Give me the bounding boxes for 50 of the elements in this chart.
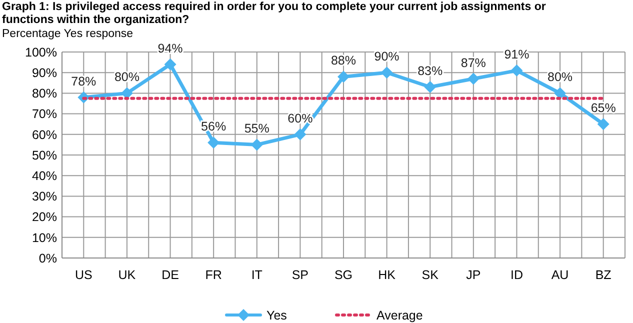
data-label: 88%	[330, 54, 356, 68]
y-tick-label: 20%	[32, 210, 57, 224]
x-tick-label: UK	[118, 268, 136, 282]
y-tick-label: 40%	[32, 168, 57, 183]
data-label: 55%	[244, 122, 270, 136]
point	[510, 64, 523, 77]
y-tick-label: 60%	[32, 128, 57, 142]
data-label: 78%	[71, 74, 96, 88]
x-tick-label: DE	[162, 268, 179, 282]
x-tick-label: US	[74, 268, 92, 282]
y-tick-label: 80%	[32, 86, 57, 101]
x-tick-label: FR	[205, 268, 222, 282]
point	[554, 87, 566, 100]
y-tick-label: 50%	[32, 148, 57, 162]
point	[294, 128, 306, 140]
point	[597, 118, 610, 130]
point	[250, 138, 263, 151]
y-tick-label: 100%	[25, 45, 57, 60]
x-tick-label: ID	[510, 268, 523, 282]
y-tick-label: 10%	[32, 230, 57, 245]
x-tick-label: SG	[334, 268, 353, 282]
data-label: 91%	[504, 48, 530, 62]
x-tick-label: BZ	[595, 268, 612, 282]
point	[467, 72, 480, 85]
data-label: 87%	[460, 56, 486, 70]
data-label: 65%	[590, 101, 616, 116]
data-label: 80%	[548, 70, 573, 84]
x-tick-label: JP	[466, 268, 481, 282]
point	[164, 58, 176, 70]
x-tick-label: SP	[292, 268, 309, 282]
chart-title: Graph 1: Is privileged access required in order for you to complete your current job assignments or functions within the organization?	[2, 1, 546, 26]
point	[338, 70, 350, 83]
x-tick-label: AU	[551, 268, 569, 282]
x-tick-label: HK	[378, 268, 396, 282]
data-label: 94%	[158, 41, 183, 56]
point	[208, 136, 220, 149]
chart-subtitle: Percentage Yes response	[2, 28, 134, 40]
x-tick-label: IT	[251, 268, 263, 282]
point	[424, 81, 436, 94]
y-tick-label: 70%	[32, 107, 57, 122]
data-label: 80%	[114, 70, 140, 84]
data-label: 90%	[374, 50, 400, 64]
y-tick-label: 90%	[32, 66, 57, 80]
legend-label: Average	[376, 308, 423, 322]
legend-label: Yes	[266, 308, 287, 322]
data-label: 83%	[418, 64, 443, 78]
y-tick-label: 30%	[32, 190, 57, 204]
y-tick-label: 0%	[38, 251, 57, 266]
point	[380, 66, 393, 79]
x-tick-label: SK	[422, 268, 440, 282]
